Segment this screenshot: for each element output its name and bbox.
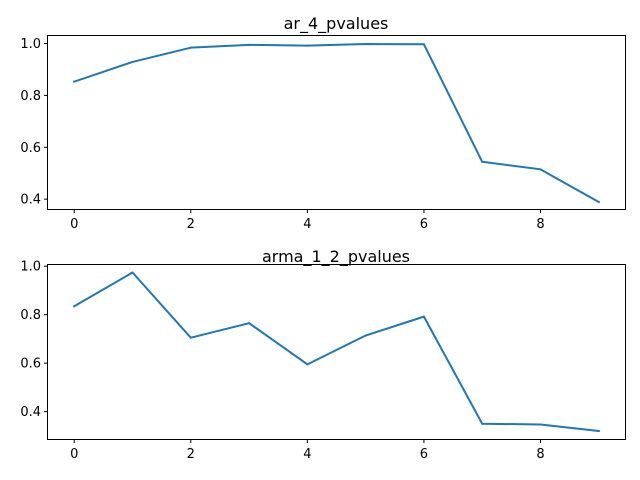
y-tick-label: 0.6 <box>20 141 41 156</box>
x-tick-label: 8 <box>536 217 544 232</box>
y-tick-label: 0.6 <box>20 357 41 372</box>
x-tick-label: 0 <box>70 447 78 462</box>
data-point <box>248 322 251 325</box>
chart-title: ar_4_pvalues <box>284 14 389 34</box>
data-point <box>539 423 542 426</box>
x-tick-label: 0 <box>70 217 78 232</box>
chart-ar-4-pvalues: ar_4_pvalues 0 2 4 6 8 0.4 0.6 0.8 1.0 <box>20 14 626 232</box>
series-line <box>72 271 600 433</box>
x-tick-label: 4 <box>303 217 311 232</box>
data-point <box>131 60 134 63</box>
y-tick-label: 1.0 <box>20 260 41 275</box>
data-point <box>131 271 134 274</box>
data-point <box>189 336 192 339</box>
x-tick-label: 4 <box>303 447 311 462</box>
data-point <box>189 46 192 49</box>
y-tick-label: 0.4 <box>20 405 41 420</box>
data-point <box>306 44 309 47</box>
x-tick-label: 2 <box>187 447 195 462</box>
y-tick-label: 0.8 <box>20 89 41 104</box>
data-point <box>597 200 600 203</box>
x-axis: 0 2 4 6 8 <box>70 439 545 462</box>
y-tick-label: 1.0 <box>20 37 41 52</box>
data-point <box>539 168 542 171</box>
data-point <box>364 43 367 46</box>
data-point <box>73 80 76 83</box>
data-point <box>248 43 251 46</box>
plot-frame <box>47 264 626 440</box>
series-line <box>72 43 601 204</box>
x-tick-label: 6 <box>420 447 428 462</box>
data-point <box>306 363 309 366</box>
series-lines <box>72 271 600 433</box>
y-tick-label: 0.4 <box>20 193 41 208</box>
plot-frame <box>47 35 626 210</box>
data-point <box>481 422 484 425</box>
chart-title: arma_1_2_pvalues <box>262 247 410 267</box>
y-axis: 0.4 0.6 0.8 1.0 <box>20 260 48 420</box>
y-axis: 0.4 0.6 0.8 1.0 <box>20 37 48 208</box>
x-axis: 0 2 4 6 8 <box>70 209 545 232</box>
x-tick-label: 6 <box>420 217 428 232</box>
data-point <box>422 43 425 46</box>
data-point <box>481 160 484 163</box>
series-lines <box>72 43 601 204</box>
data-point <box>73 305 76 308</box>
data-point <box>364 334 367 337</box>
chart-arma-1-2-pvalues: arma_1_2_pvalues 0 2 4 6 8 0.4 0.6 0.8 1.0 <box>20 247 626 462</box>
data-point <box>597 430 600 433</box>
data-point <box>422 315 425 318</box>
x-tick-label: 8 <box>536 447 544 462</box>
x-tick-label: 2 <box>187 217 195 232</box>
y-tick-label: 0.8 <box>20 308 41 323</box>
